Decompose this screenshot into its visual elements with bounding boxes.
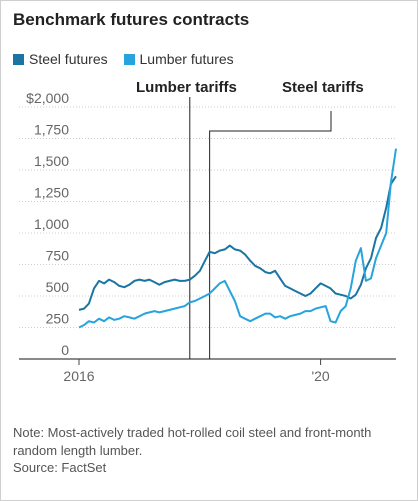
y-tick-label: 0: [61, 342, 69, 358]
y-tick-label: 1,000: [34, 216, 69, 232]
annotation-label-lumber-tariffs: Lumber tariffs: [136, 79, 237, 96]
legend: Steel futures Lumber futures: [13, 51, 246, 68]
legend-swatch-steel: [13, 53, 24, 65]
legend-item-lumber: Lumber futures: [123, 51, 234, 67]
y-tick-label: 1,500: [34, 153, 69, 169]
y-tick-label: 250: [46, 311, 70, 327]
x-tick-label: '20: [311, 368, 329, 384]
y-tick-label: $2,000: [26, 90, 69, 106]
y-tick-label: 1,250: [34, 185, 69, 201]
line-chart: 0 250 500 750 1,000 1,250 1,500 1,750 $2,000 2016…: [19, 79, 397, 384]
chart-source: Source: FactSet: [13, 460, 107, 475]
x-tick-label: 2016: [63, 368, 94, 384]
y-tick-label: 750: [46, 248, 70, 264]
legend-swatch-lumber: [123, 53, 135, 65]
chart-note: Note: Most-actively traded hot-rolled co…: [13, 425, 372, 458]
series-line-steel-futures: [78, 175, 397, 311]
chart-title: Benchmark futures contracts: [13, 10, 250, 29]
y-tick-label: 1,750: [34, 122, 69, 138]
legend-label-steel: Steel futures: [29, 51, 108, 67]
legend-label-lumber: Lumber futures: [139, 51, 234, 67]
annotation-label-steel-tariffs: Steel tariffs: [282, 79, 364, 96]
y-tick-label: 500: [46, 279, 70, 295]
series-line-lumber-futures: [78, 148, 397, 329]
annotation-line-steel-tariffs: [209, 111, 332, 359]
legend-item-steel: Steel futures: [13, 51, 108, 67]
